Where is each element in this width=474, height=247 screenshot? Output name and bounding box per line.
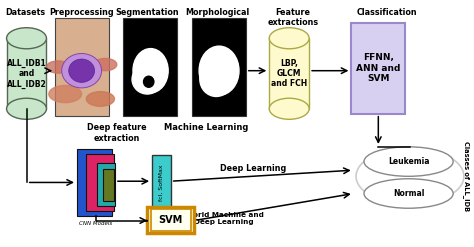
Text: LBP,
GLCM
and FCH: LBP, GLCM and FCH [271, 59, 307, 88]
Text: Segmentation: Segmentation [116, 8, 179, 17]
Text: Hybrid Machine and
Deep Learning: Hybrid Machine and Deep Learning [182, 212, 264, 225]
Ellipse shape [200, 62, 233, 97]
Text: FFNN,
ANN and
SVM: FFNN, ANN and SVM [356, 53, 401, 83]
FancyBboxPatch shape [151, 209, 191, 231]
FancyBboxPatch shape [269, 38, 309, 109]
Text: fcl, SoftMax: fcl, SoftMax [159, 164, 164, 201]
Ellipse shape [62, 54, 101, 88]
FancyBboxPatch shape [7, 38, 46, 109]
Text: Morphological: Morphological [185, 8, 250, 17]
FancyBboxPatch shape [192, 18, 246, 116]
Ellipse shape [364, 179, 453, 208]
Text: CNN Models: CNN Models [79, 221, 112, 226]
FancyBboxPatch shape [147, 207, 194, 233]
Ellipse shape [144, 76, 154, 87]
FancyBboxPatch shape [86, 154, 114, 211]
Circle shape [49, 85, 82, 103]
FancyBboxPatch shape [103, 169, 114, 201]
Text: Preprocessing: Preprocessing [49, 8, 114, 17]
Text: Normal: Normal [393, 189, 424, 198]
Ellipse shape [364, 147, 453, 176]
Circle shape [93, 58, 117, 71]
Text: ALL_IDB1
and
ALL_IDB2: ALL_IDB1 and ALL_IDB2 [7, 59, 46, 88]
FancyBboxPatch shape [55, 18, 109, 116]
Ellipse shape [199, 46, 239, 95]
Text: Deep feature
extraction: Deep feature extraction [87, 124, 146, 143]
Text: Feature
extractions: Feature extractions [267, 8, 318, 27]
Circle shape [86, 92, 114, 106]
Circle shape [46, 61, 70, 73]
FancyBboxPatch shape [77, 149, 112, 216]
Text: Deep Learning: Deep Learning [220, 165, 286, 173]
FancyBboxPatch shape [351, 23, 405, 114]
Ellipse shape [132, 64, 163, 94]
Ellipse shape [269, 98, 309, 119]
Text: SVM: SVM [159, 215, 183, 225]
Ellipse shape [133, 49, 168, 93]
FancyBboxPatch shape [152, 155, 171, 209]
Text: Machine Learning: Machine Learning [164, 124, 248, 132]
Text: Classes of ALL_IDB: Classes of ALL_IDB [463, 141, 470, 211]
Text: Datasets: Datasets [5, 8, 46, 17]
FancyBboxPatch shape [123, 18, 177, 116]
Text: Leukemia: Leukemia [388, 157, 429, 166]
FancyBboxPatch shape [97, 163, 115, 206]
Ellipse shape [7, 98, 46, 119]
Ellipse shape [7, 28, 46, 49]
Ellipse shape [69, 59, 94, 82]
Text: Classification: Classification [356, 8, 417, 17]
Ellipse shape [269, 28, 309, 49]
